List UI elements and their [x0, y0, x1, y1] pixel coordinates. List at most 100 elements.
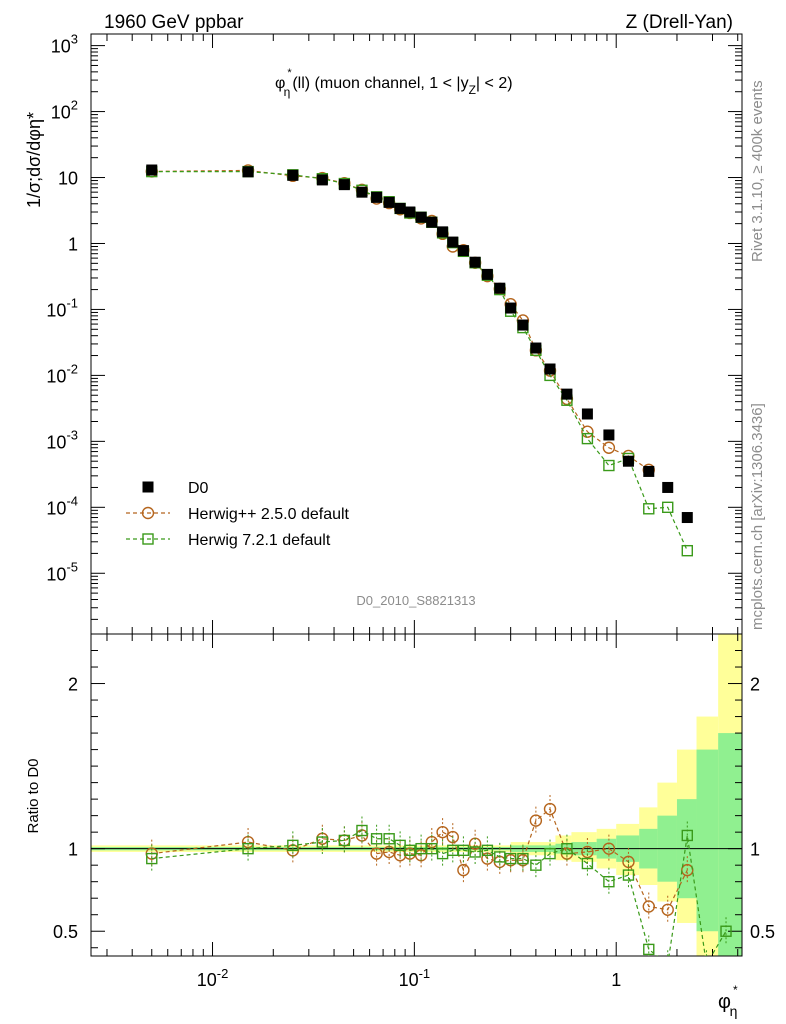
y-tick-base: 10 — [46, 300, 66, 320]
herwig7-line — [151, 170, 688, 551]
x-tick-exp: -1 — [419, 966, 431, 981]
y-tick-base: 10 — [46, 432, 66, 452]
d0-point — [681, 512, 693, 524]
ratio-bands — [91, 634, 742, 956]
d0-point — [447, 236, 459, 248]
herwig7-ratio-point — [404, 844, 416, 857]
herwig7-ratio-point — [663, 959, 673, 969]
herwigpp-ratio-point — [543, 802, 557, 816]
ratio-series-layer — [145, 795, 732, 969]
title-rest: (ll) (muon channel, 1 < |y — [292, 75, 468, 92]
xlabel: φ* η — [718, 983, 738, 1019]
herwig7-ratio-point — [561, 842, 573, 855]
herwigpp-ratio-point — [370, 847, 383, 860]
d0-point — [622, 455, 634, 467]
d0-point — [494, 282, 506, 294]
legend-d0-marker — [142, 481, 154, 493]
ratio-ylabel: Ratio to D0 — [25, 758, 42, 833]
d0-point — [426, 216, 438, 228]
d0-point — [146, 164, 158, 176]
d0-point — [603, 429, 615, 441]
herwig7-point — [681, 544, 693, 557]
main-y-tick-label: 10-4 — [46, 493, 78, 518]
title-z: Z — [469, 83, 476, 97]
d0-point — [338, 179, 350, 191]
d0-point — [581, 408, 593, 420]
legend-herwigpp-label: Herwig++ 2.5.0 default — [188, 506, 350, 523]
ratio-frame — [90, 633, 743, 957]
title-eta: η — [284, 85, 291, 99]
rivet-label: Rivet 3.1.10, ≥ 400k events — [749, 80, 766, 262]
herwig7-ratio-point — [457, 844, 470, 857]
legend-herwig7-marker — [142, 533, 154, 545]
herwig7-ratio-point — [338, 834, 351, 847]
y-tick-exp: -3 — [66, 427, 78, 442]
main-y-tick-label: 10-3 — [46, 427, 78, 452]
x-tick-base: 10 — [197, 970, 217, 990]
header-right: Z (Drell-Yan) — [626, 12, 733, 33]
herwig7-ratio-point — [530, 859, 542, 871]
band-inner-9 — [696, 749, 719, 932]
main-y-tick-label: 10 — [58, 169, 78, 189]
title-phi: φ — [275, 75, 285, 92]
y-tick-base: 10 — [46, 564, 66, 584]
herwig7-ratio-point — [681, 829, 693, 842]
herwigpp-ratio-point — [642, 900, 655, 913]
main-y-tick-label: 10-2 — [46, 361, 78, 386]
d0-point — [371, 191, 383, 203]
y-tick-base: 10 — [46, 366, 66, 386]
herwig7-ratio-point — [469, 846, 481, 858]
y-tick-exp: -2 — [66, 361, 78, 376]
d0-point — [517, 319, 529, 331]
xlabel-eta: η — [730, 1003, 738, 1019]
herwig7-point — [643, 503, 655, 515]
y-tick-base: 10 — [51, 103, 71, 123]
herwigpp-ratio-point — [602, 842, 616, 855]
d0-point — [404, 206, 416, 218]
d0-point — [437, 226, 449, 238]
title-end: | < 2) — [476, 75, 513, 92]
herwig7-ratio-point — [481, 844, 494, 857]
xlabel-sup: * — [733, 983, 738, 997]
herwigpp-ratio-point — [457, 863, 470, 877]
herwig7-point — [581, 432, 594, 445]
herwig7-ratio-point — [146, 852, 158, 865]
herwigpp-ratio-point — [622, 855, 635, 869]
legend-herwig7-label: Herwig 7.2.1 default — [188, 532, 331, 549]
d0-point — [481, 268, 493, 280]
title-sup: * — [287, 67, 292, 79]
herwig7-ratio-point — [544, 847, 556, 860]
herwig7-ratio-point — [426, 842, 438, 855]
band-inner-10 — [718, 733, 742, 956]
herwig7-ratio-point — [701, 959, 711, 969]
ratio-y-tick-label-right: 0.5 — [750, 922, 775, 942]
d0-point — [415, 211, 427, 223]
d0-point — [469, 256, 481, 268]
herwig7-ratio-point — [242, 842, 254, 855]
ratio-y-tick-label-left: 2 — [68, 675, 78, 695]
d0-point — [643, 465, 655, 477]
d0-point — [457, 245, 469, 257]
herwigpp-ratio-point — [414, 849, 428, 862]
y-tick-exp: 3 — [71, 32, 78, 47]
main-ylabel: 1/σ;dσ/dφη* — [24, 112, 44, 208]
herwigpp-ratio-point — [581, 845, 594, 859]
herwig7-ratio-point — [370, 833, 383, 845]
herwig7-point — [662, 501, 674, 514]
herwig7-ratio-point — [494, 851, 506, 863]
x-tick-label: 1 — [611, 970, 621, 990]
d0-point — [287, 169, 299, 181]
ratio-y-tick-label-right: 1 — [750, 840, 760, 860]
herwig7-ratio-point — [316, 836, 329, 848]
d0-point — [530, 342, 542, 354]
herwig7-ratio-point — [287, 839, 299, 852]
analysis-id: D0_2010_S8821313 — [356, 593, 475, 608]
herwigpp-point — [602, 441, 616, 454]
x-tick-base: 10 — [399, 970, 419, 990]
y-tick-exp: 2 — [71, 98, 78, 113]
d0-point — [316, 174, 328, 186]
x-tick-label: 10-1 — [399, 966, 431, 990]
legend-herwigpp-marker — [141, 506, 155, 520]
y-tick-exp: -4 — [66, 493, 78, 508]
d0-point — [505, 302, 517, 314]
